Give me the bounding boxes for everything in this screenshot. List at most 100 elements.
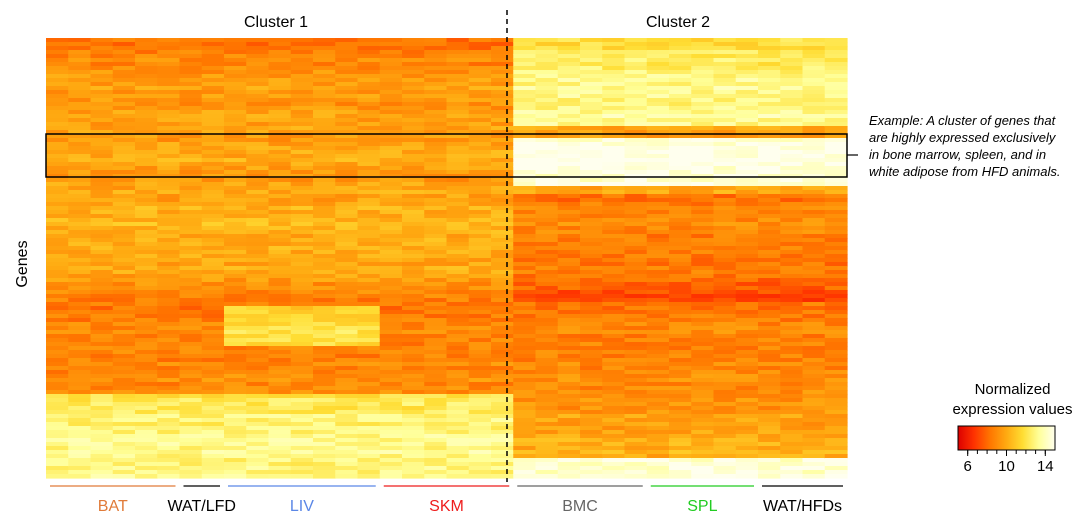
- heatmap-cell: [424, 474, 448, 479]
- heatmap-cell: [112, 318, 136, 323]
- heatmap-cell: [513, 230, 537, 235]
- heatmap-cell: [179, 238, 203, 243]
- heatmap-cell: [580, 186, 603, 191]
- heatmap-cell: [691, 310, 715, 315]
- heatmap-cell: [46, 274, 69, 279]
- heatmap-cell: [602, 50, 626, 55]
- heatmap-cell: [468, 462, 492, 467]
- heatmap-cell: [357, 342, 381, 347]
- heatmap-cell: [824, 446, 848, 451]
- heatmap-cell: [735, 194, 759, 199]
- heatmap-cell: [735, 390, 759, 395]
- heatmap-cell: [758, 334, 781, 339]
- heatmap-cell: [179, 474, 203, 479]
- heatmap-cell: [646, 450, 670, 455]
- heatmap-cell: [68, 74, 92, 79]
- heatmap-cell: [357, 402, 381, 407]
- heatmap-cell: [157, 106, 181, 111]
- heatmap-cell: [468, 454, 492, 459]
- heatmap-cell: [290, 378, 314, 383]
- heatmap-cell: [513, 418, 537, 423]
- heatmap-cell: [268, 46, 292, 51]
- heatmap-cell: [713, 78, 737, 83]
- heatmap-cell: [713, 42, 737, 47]
- heatmap-cell: [580, 310, 603, 315]
- heatmap-cell: [268, 458, 292, 463]
- heatmap-cell: [313, 334, 336, 339]
- heatmap-cell: [46, 282, 69, 287]
- heatmap-cell: [424, 362, 448, 367]
- heatmap-cell: [468, 50, 492, 55]
- heatmap-cell: [112, 258, 136, 263]
- heatmap-cell: [535, 90, 559, 95]
- heatmap-cell: [68, 138, 92, 143]
- heatmap-cell: [379, 318, 403, 323]
- heatmap-cell: [468, 170, 492, 175]
- heatmap-cell: [802, 362, 826, 367]
- heatmap-cell: [713, 50, 737, 55]
- heatmap-cell: [313, 430, 336, 435]
- heatmap-cell: [379, 82, 403, 87]
- heatmap-cell: [135, 286, 158, 291]
- heatmap-cell: [691, 86, 715, 91]
- heatmap-cell: [179, 382, 203, 387]
- heatmap-cell: [691, 474, 715, 479]
- heatmap-cell: [290, 298, 314, 303]
- heatmap-cell: [379, 178, 403, 183]
- heatmap-cell: [468, 242, 492, 247]
- heatmap-cell: [535, 358, 559, 363]
- heatmap-cell: [535, 86, 559, 91]
- heatmap-cell: [513, 46, 537, 51]
- heatmap-cell: [780, 130, 804, 135]
- heatmap-cell: [802, 50, 826, 55]
- heatmap-cell: [735, 134, 759, 139]
- heatmap-cell: [68, 390, 92, 395]
- heatmap-cell: [135, 86, 158, 91]
- heatmap-cell: [313, 146, 336, 151]
- heatmap-cell: [224, 470, 247, 475]
- heatmap-cell: [624, 310, 648, 315]
- heatmap-cell: [713, 242, 737, 247]
- heatmap-cell: [758, 474, 781, 479]
- heatmap-cell: [90, 70, 114, 75]
- heatmap-cell: [468, 306, 492, 311]
- heatmap-cell: [90, 374, 114, 379]
- heatmap-cell: [246, 258, 270, 263]
- heatmap-cell: [824, 38, 848, 43]
- heatmap-cell: [557, 38, 581, 43]
- heatmap-cell: [290, 278, 314, 283]
- heatmap-cell: [157, 474, 181, 479]
- heatmap-cell: [802, 402, 826, 407]
- heatmap-cell: [246, 122, 270, 127]
- heatmap-cell: [68, 370, 92, 375]
- heatmap-cell: [535, 178, 559, 183]
- heatmap-cell: [758, 130, 781, 135]
- heatmap-cell: [313, 90, 336, 95]
- heatmap-cell: [335, 322, 359, 327]
- heatmap-cell: [290, 290, 314, 295]
- heatmap-cell: [246, 170, 270, 175]
- heatmap-cell: [669, 250, 692, 255]
- heatmap-cell: [402, 314, 425, 319]
- heatmap-cell: [713, 318, 737, 323]
- heatmap-cell: [780, 182, 804, 187]
- heatmap-cell: [313, 442, 336, 447]
- heatmap-cell: [246, 198, 270, 203]
- heatmap-cell: [402, 470, 425, 475]
- heatmap-cell: [68, 50, 92, 55]
- heatmap-cell: [513, 78, 537, 83]
- heatmap-cell: [112, 74, 136, 79]
- heatmap-cell: [179, 426, 203, 431]
- heatmap-cell: [402, 322, 425, 327]
- heatmap-cell: [602, 406, 626, 411]
- heatmap-cell: [468, 474, 492, 479]
- heatmap-cell: [780, 422, 804, 427]
- heatmap-cell: [246, 362, 270, 367]
- heatmap-cell: [313, 466, 336, 471]
- heatmap-cell: [179, 90, 203, 95]
- heatmap-cell: [290, 354, 314, 359]
- heatmap-cell: [535, 202, 559, 207]
- heatmap-cell: [246, 250, 270, 255]
- heatmap-cell: [468, 390, 492, 395]
- heatmap-cell: [535, 122, 559, 127]
